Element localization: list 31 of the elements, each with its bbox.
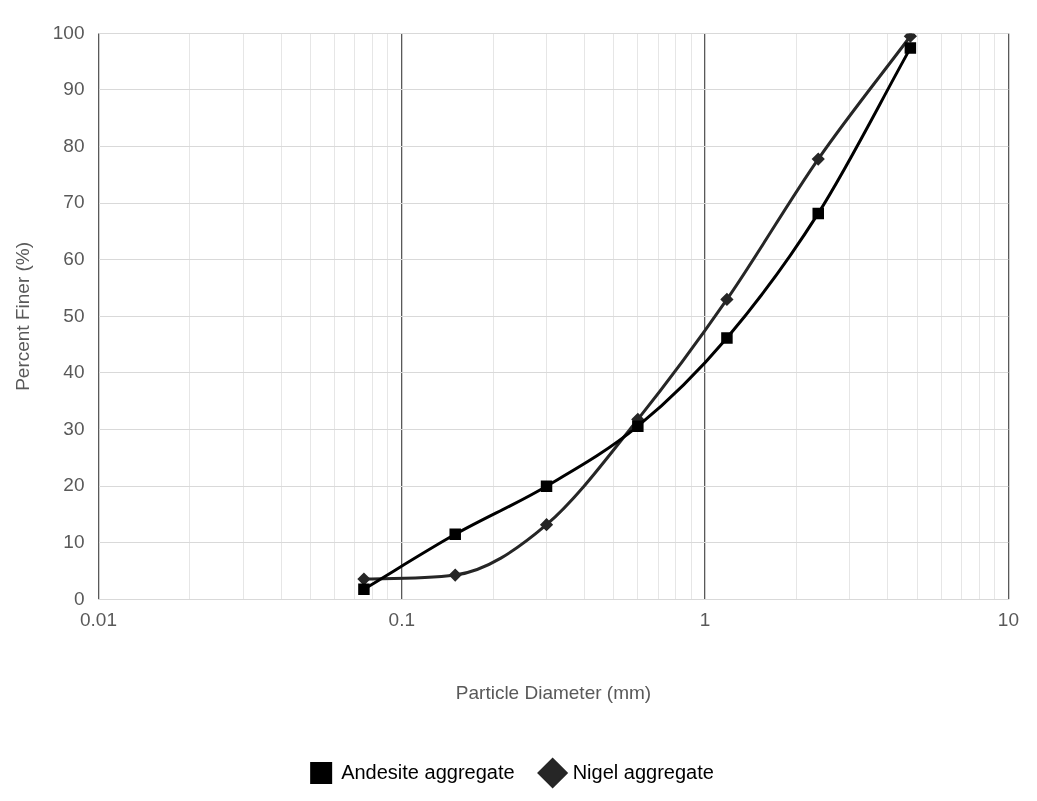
point: [812, 153, 825, 166]
legend-label: Nigel aggregate: [572, 760, 714, 783]
y-tick-label: 20: [63, 474, 85, 496]
point: [812, 207, 824, 220]
point: [449, 528, 461, 541]
y-tick-label: 60: [63, 248, 85, 270]
point: [904, 33, 917, 43]
y-tick-label: 90: [63, 78, 85, 100]
x-tick-label: 0.01: [80, 609, 117, 631]
y-tick-label: 30: [63, 417, 85, 439]
legend-label: Andesite aggregate: [341, 760, 515, 783]
x-tick-label: 0.1: [388, 609, 416, 631]
point: [449, 569, 462, 582]
y-axis-title: Percent Finer (%): [11, 241, 33, 391]
x-tick-label: 1: [699, 609, 711, 631]
y-tick-label: 0: [73, 587, 85, 609]
point: [632, 420, 644, 432]
y-tick-label: 80: [63, 134, 85, 156]
point: [540, 518, 553, 531]
y-tick-label: 40: [63, 361, 85, 383]
point: [720, 293, 733, 306]
point: [721, 332, 733, 344]
y-tick-label: 100: [52, 21, 85, 43]
y-tick-label: 70: [63, 191, 85, 213]
point: [540, 480, 553, 492]
point: [358, 583, 370, 595]
point: [904, 42, 917, 54]
y-tick-label: 10: [63, 531, 85, 553]
y-tick-label: 50: [63, 304, 85, 326]
x-tick-label: 10: [997, 609, 1019, 631]
x-axis-title: Particle Diameter (mm): [455, 681, 652, 703]
